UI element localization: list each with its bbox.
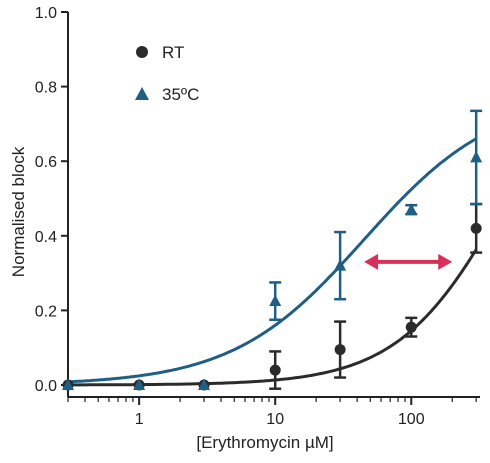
legend-label: 35ºC [162,85,199,104]
data-point-rt [405,321,417,333]
data-point-35c [405,203,418,215]
y-axis-label: Normalised block [9,146,28,277]
x-tick-label: 10 [266,411,284,428]
legend-marker-35c [135,87,149,100]
x-axis-label: [Erythromycin µM] [196,433,333,452]
x-tick-label: 1 [135,411,144,428]
arrow-head-right [438,253,453,270]
data-point-35c [269,294,282,307]
legend: RT 35ºC [135,43,199,104]
data-point-35c [470,150,483,163]
arrow-head-left [364,253,379,270]
y-tick-label: 0.8 [35,80,57,97]
y-tick-label: 1.0 [35,5,57,22]
x-tick-label: 100 [398,411,425,428]
data-point-35c [62,378,74,390]
axes: 0.0 0.2 0.4 0.6 0.8 1.0 1 10 100 [35,5,480,428]
fit-curve-35c [67,137,477,384]
data-point-35c [334,259,347,271]
y-tick-label: 0.2 [35,303,57,320]
y-tick-label: 0.0 [35,378,57,395]
data-point-rt [334,344,346,356]
data-point-rt [470,222,482,234]
y-tick-label: 0.6 [35,154,57,171]
data-points [62,109,483,391]
data-point-35c [133,378,146,390]
data-point-35c [198,378,211,390]
legend-label: RT [162,43,184,62]
legend-marker-rt [136,46,148,58]
shift-annotation [364,253,453,270]
data-point-rt [269,364,281,376]
y-tick-label: 0.4 [35,229,57,246]
